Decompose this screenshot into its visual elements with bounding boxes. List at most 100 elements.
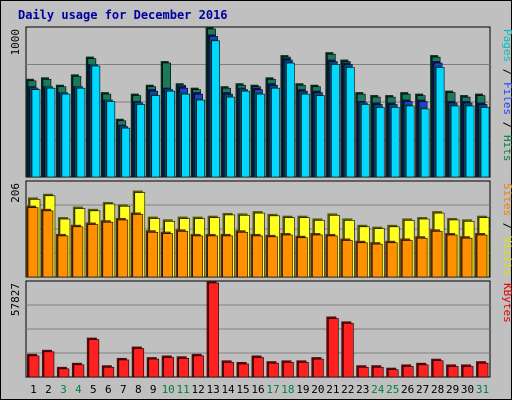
bar-sites-day-10: [162, 233, 174, 278]
x-tick-label-day-9: 9: [150, 383, 157, 396]
bar-pages-day-20: [316, 95, 325, 178]
legend-entry: Visits: [501, 236, 512, 276]
bar-sites-day-20: [312, 234, 323, 278]
bar-pages-day-3: [61, 93, 71, 178]
y-axis-max-label: 1000: [9, 29, 22, 56]
bar-kbytes-day-23: [357, 366, 369, 378]
x-tick-label-day-24: 24: [371, 383, 385, 396]
legend-entry: KBytes: [501, 283, 512, 323]
bar-pages-day-24: [375, 107, 385, 178]
bar-kbytes-day-17: [268, 362, 279, 378]
bar-pages-day-19: [301, 93, 310, 178]
bar-sites-day-21: [327, 235, 338, 278]
x-tick-label-day-25: 25: [386, 383, 399, 396]
legend-entry: Pages: [501, 29, 512, 62]
bar-sites-day-5: [87, 224, 99, 278]
bar-sites-day-28: [431, 231, 443, 278]
bar-kbytes-day-8: [133, 348, 145, 378]
x-tick-label-day-10: 10: [162, 383, 175, 396]
bar-kbytes-day-21: [328, 318, 339, 378]
x-tick-label-day-21: 21: [326, 383, 339, 396]
bar-kbytes-day-27: [417, 364, 429, 378]
bar-kbytes-day-30: [462, 366, 474, 378]
bar-pages-day-26: [405, 105, 415, 178]
x-tick-label-day-19: 19: [296, 383, 309, 396]
chart-title: Daily usage for December 2016: [18, 8, 228, 22]
x-tick-label-day-3: 3: [60, 383, 67, 396]
bar-sites-day-3: [57, 235, 69, 278]
bar-sites-day-6: [102, 221, 114, 278]
bar-sites-day-16: [252, 235, 263, 278]
bar-kbytes-day-15: [238, 363, 249, 378]
bar-pages-day-8: [136, 104, 146, 178]
chart-panels: 1000 Pages / Files / Hits 206 Sites / Visit…: [9, 26, 512, 378]
x-tick-label-day-31: 31: [476, 383, 489, 396]
legend-entry: /: [501, 115, 512, 135]
x-tick-label-day-23: 23: [356, 383, 369, 396]
bar-pages-day-9: [151, 95, 161, 178]
x-tick-label-day-7: 7: [120, 383, 127, 396]
bar-kbytes-day-11: [178, 358, 189, 378]
x-tick-label-day-16: 16: [251, 383, 264, 396]
bar-kbytes-day-1: [28, 355, 40, 378]
bar-pages-day-14: [226, 96, 235, 178]
y-axis-max-label: 57827: [9, 283, 22, 316]
bar-sites-day-11: [177, 231, 188, 278]
bar-pages-day-11: [181, 93, 190, 178]
x-tick-label-day-29: 29: [446, 383, 459, 396]
x-tick-label-day-4: 4: [75, 383, 82, 396]
panel-legend: KBytes: [501, 283, 512, 323]
bar-sites-day-18: [282, 234, 293, 278]
bar-kbytes-day-14: [223, 362, 234, 378]
bar-kbytes-day-5: [88, 339, 100, 378]
bar-pages-day-1: [31, 89, 41, 178]
x-tick-label-day-6: 6: [105, 383, 112, 396]
bar-sites-day-30: [461, 237, 473, 278]
bar-pages-day-23: [360, 104, 370, 178]
bar-sites-day-27: [416, 237, 428, 278]
x-tick-label-day-1: 1: [30, 383, 37, 396]
bar-pages-day-30: [465, 105, 475, 178]
x-tick-label-day-27: 27: [416, 383, 429, 396]
x-tick-label-day-5: 5: [90, 383, 97, 396]
bar-kbytes-day-6: [103, 366, 115, 378]
legend-entry: Hits: [501, 135, 512, 162]
bar-pages-day-29: [450, 105, 460, 178]
bar-pages-day-21: [331, 64, 340, 178]
bar-pages-day-18: [286, 62, 295, 178]
bar-kbytes-day-28: [432, 360, 444, 378]
bar-pages-day-12: [196, 99, 205, 178]
bar-pages-day-7: [121, 127, 131, 178]
legend-entry: Sites: [501, 183, 512, 216]
bar-sites-day-24: [371, 243, 383, 278]
bar-sites-day-12: [192, 235, 203, 278]
bar-kbytes-day-10: [163, 357, 175, 378]
bar-pages-day-27: [420, 108, 430, 178]
panel-kbytes: 57827 KBytes: [9, 280, 512, 378]
bar-pages-day-31: [480, 107, 490, 178]
bar-sites-day-29: [446, 234, 458, 278]
x-tick-label-day-22: 22: [341, 383, 354, 396]
bar-kbytes-day-7: [118, 359, 130, 378]
bar-kbytes-day-2: [43, 351, 55, 378]
bar-sites-day-4: [72, 226, 84, 278]
bar-sites-day-14: [222, 235, 233, 278]
legend-entry: /: [501, 216, 512, 236]
bar-sites-day-17: [267, 236, 278, 278]
bar-pages-day-15: [241, 90, 250, 178]
x-tick-label-day-26: 26: [401, 383, 414, 396]
bar-pages-day-13: [211, 40, 220, 178]
bar-kbytes-day-12: [193, 355, 204, 378]
bar-kbytes-day-25: [387, 369, 399, 378]
bar-kbytes-day-19: [298, 362, 309, 378]
panel-hits-files-pages: 1000 Pages / Files / Hits: [9, 26, 512, 178]
bar-kbytes-day-3: [58, 368, 70, 378]
panel-legend: Pages / Files / Hits: [501, 29, 512, 162]
bar-pages-day-4: [76, 87, 86, 178]
bar-kbytes-day-16: [253, 357, 264, 378]
x-tick-label-day-8: 8: [135, 383, 142, 396]
bar-kbytes-day-9: [148, 358, 160, 378]
bar-kbytes-day-22: [343, 323, 354, 378]
